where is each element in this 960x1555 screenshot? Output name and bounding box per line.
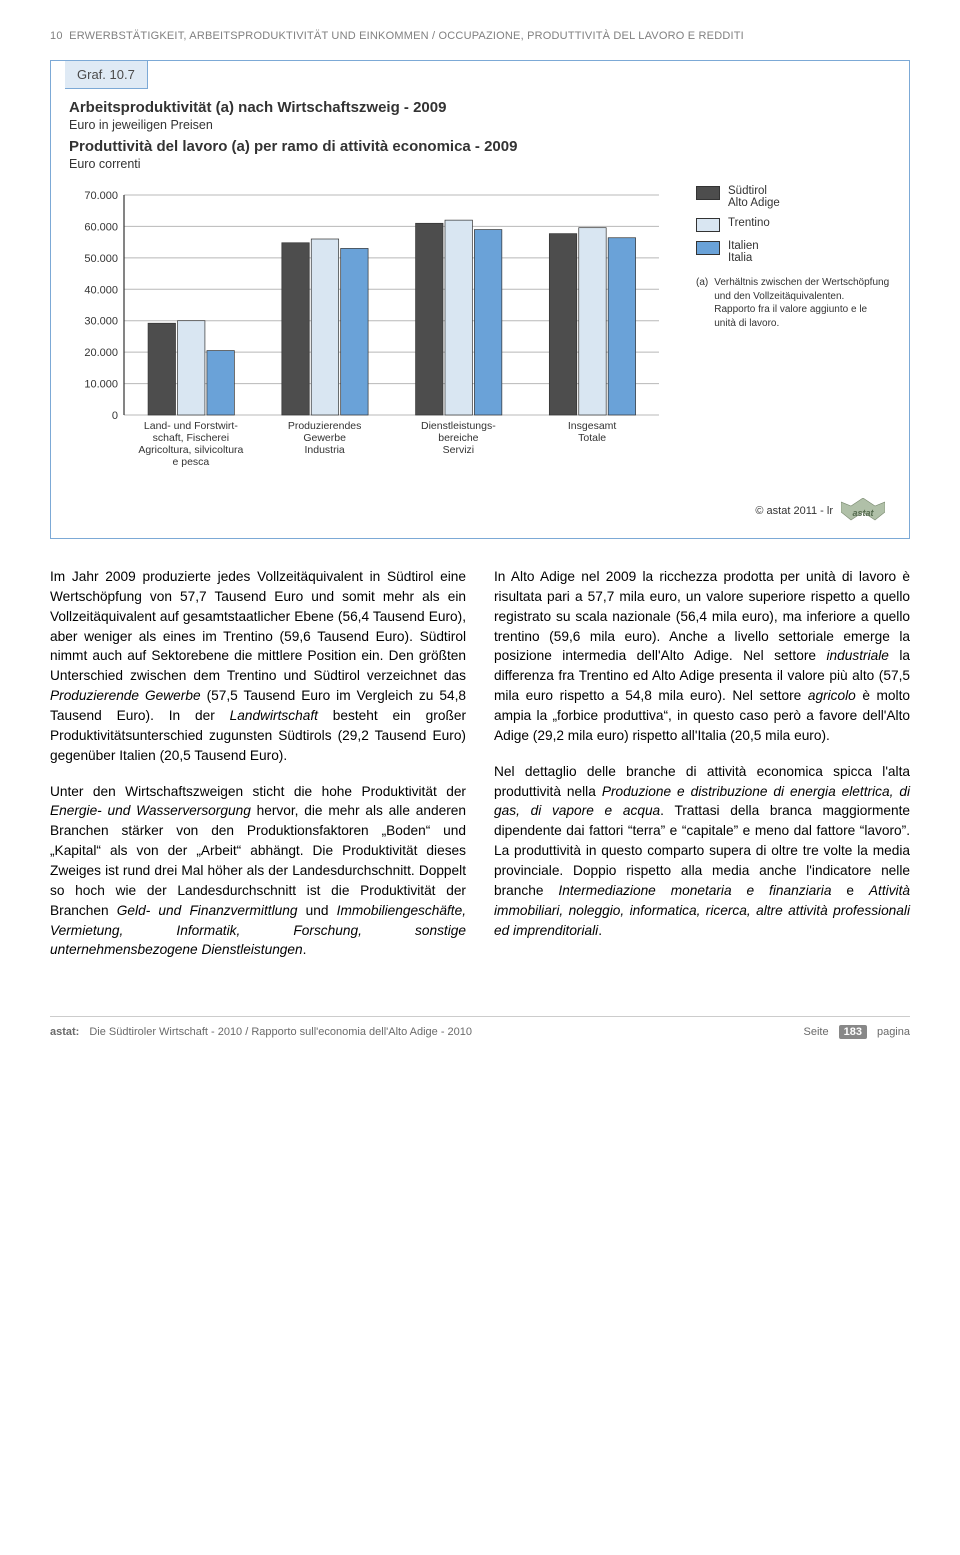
legend-swatch <box>696 241 720 255</box>
svg-text:20.000: 20.000 <box>84 347 118 359</box>
svg-text:50.000: 50.000 <box>84 253 118 265</box>
chart-badge: Graf. 10.7 <box>65 61 148 89</box>
it-paragraph-2: Nel dettaglio delle branche di attività … <box>494 762 910 941</box>
chart-legend: SüdtirolAlto AdigeTrentinoItalienItalia … <box>696 185 891 490</box>
svg-text:Dienstleistungs-: Dienstleistungs- <box>421 420 496 432</box>
legend-label: Trentino <box>728 217 770 229</box>
legend-swatch <box>696 218 720 232</box>
chart-title-it: Produttività del lavoro (a) per ramo di … <box>69 138 891 155</box>
note-it: Rapporto fra il valore aggiunto e le uni… <box>714 304 867 329</box>
de-paragraph-2: Unter den Wirtschaftszweigen sticht die … <box>50 782 466 961</box>
footer-text: Die Südtiroler Wirtschaft - 2010 / Rappo… <box>89 1026 472 1038</box>
svg-text:10.000: 10.000 <box>84 379 118 391</box>
page-footer: astat: Die Südtiroler Wirtschaft - 2010 … <box>50 1016 910 1039</box>
pagina-label: pagina <box>877 1026 910 1038</box>
svg-text:30.000: 30.000 <box>84 316 118 328</box>
note-marker: (a) <box>696 276 708 330</box>
svg-text:Agricoltura, silvicoltura: Agricoltura, silvicoltura <box>138 444 243 456</box>
page-number: 183 <box>839 1025 867 1039</box>
svg-text:Industria: Industria <box>304 444 344 456</box>
it-paragraph-1: In Alto Adige nel 2009 la ricchezza prod… <box>494 567 910 746</box>
body-column-it: In Alto Adige nel 2009 la ricchezza prod… <box>494 567 910 976</box>
svg-text:Produzierendes: Produzierendes <box>288 420 362 432</box>
astat-logo-icon: astat <box>841 498 885 524</box>
legend-label: SüdtirolAlto Adige <box>728 185 780 209</box>
note-de: Verhältnis zwischen der Wertschöpfung un… <box>714 277 889 302</box>
svg-text:Servizi: Servizi <box>443 444 475 456</box>
chart-sub-it: Euro correnti <box>69 157 891 171</box>
svg-text:Land- und Forstwirt-: Land- und Forstwirt- <box>144 420 238 432</box>
svg-text:Totale: Totale <box>578 432 606 444</box>
legend-item: Trentino <box>696 217 891 232</box>
legend-label: ItalienItalia <box>728 240 759 264</box>
body-column-de: Im Jahr 2009 produzierte jedes Vollzeitä… <box>50 567 466 976</box>
chart-credit: © astat 2011 - lr <box>755 505 833 517</box>
seite-label: Seite <box>804 1026 829 1038</box>
svg-text:schaft, Fischerei: schaft, Fischerei <box>153 432 229 444</box>
de-paragraph-1: Im Jahr 2009 produzierte jedes Vollzeitä… <box>50 567 466 766</box>
section-title: ERWERBSTÄTIGKEIT, ARBEITSPRODUKTIVITÄT U… <box>69 30 744 42</box>
section-num: 10 <box>50 30 63 42</box>
page-header: 10 ERWERBSTÄTIGKEIT, ARBEITSPRODUKTIVITÄ… <box>50 30 910 42</box>
svg-text:40.000: 40.000 <box>84 284 118 296</box>
svg-text:70.000: 70.000 <box>84 190 118 202</box>
svg-text:bereiche: bereiche <box>438 432 478 444</box>
legend-item: ItalienItalia <box>696 240 891 264</box>
svg-text:Gewerbe: Gewerbe <box>303 432 346 444</box>
footer-label: astat: <box>50 1026 79 1038</box>
chart-title-de: Arbeitsproduktivität (a) nach Wirtschaft… <box>69 99 891 116</box>
svg-text:0: 0 <box>112 410 118 422</box>
legend-item: SüdtirolAlto Adige <box>696 185 891 209</box>
svg-text:Insgesamt: Insgesamt <box>568 420 617 432</box>
chart-sub-de: Euro in jeweiligen Preisen <box>69 118 891 132</box>
svg-text:e pesca: e pesca <box>172 456 209 468</box>
chart-container: Graf. 10.7 Arbeitsproduktivität (a) nach… <box>50 60 910 539</box>
svg-text:60.000: 60.000 <box>84 221 118 233</box>
chart-plot: 0 10.000 20.000 30.000 40.000 50.000 60.000 70.… <box>69 185 678 490</box>
legend-swatch <box>696 186 720 200</box>
svg-text:astat: astat <box>852 508 874 518</box>
